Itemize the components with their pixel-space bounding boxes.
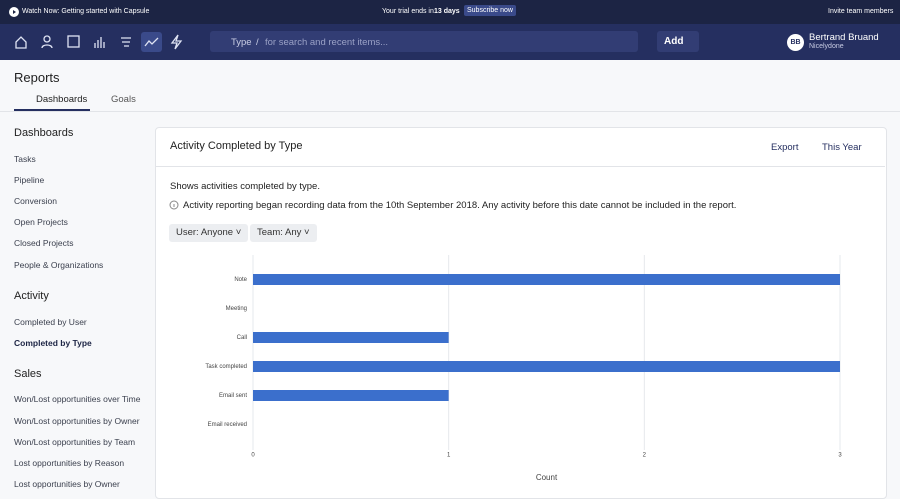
- trial-text: Your trial ends in: [382, 8, 434, 15]
- sidebar-item[interactable]: Conversion: [14, 196, 57, 206]
- invite-link[interactable]: Invite team members: [828, 8, 894, 15]
- user-filter[interactable]: User: Anyone ˅: [169, 224, 249, 242]
- notice: Activity reporting began recording data …: [183, 200, 737, 211]
- filter-label: User:: [176, 227, 199, 238]
- filter-value: Anyone: [200, 227, 234, 238]
- y-tick-label: Call: [237, 335, 247, 341]
- sidebar-item[interactable]: Completed by User: [14, 317, 87, 327]
- tab-divider: [0, 111, 900, 112]
- x-tick-label: 0: [251, 453, 255, 459]
- sidebar-item[interactable]: Lost opportunities by Reason: [14, 458, 125, 468]
- filter-icon[interactable]: [121, 37, 131, 47]
- home-icon[interactable]: [15, 36, 27, 49]
- sidebar-item[interactable]: Won/Lost opportunities over Time: [14, 394, 141, 404]
- page-title: Reports: [14, 70, 60, 85]
- sidebar-item[interactable]: Open Projects: [14, 217, 68, 227]
- report-panel: [155, 127, 887, 499]
- team-filter[interactable]: Team: Any ˅: [250, 224, 317, 242]
- play-icon: [9, 7, 19, 17]
- nav-icons: [15, 32, 183, 52]
- sidebar-item[interactable]: Closed Projects: [14, 238, 74, 248]
- y-tick-label: Meeting: [226, 306, 247, 312]
- search-slash: /: [256, 37, 259, 48]
- filter-value: Any: [285, 227, 302, 238]
- panel-title: Activity Completed by Type: [170, 140, 303, 152]
- sidebar-item[interactable]: Won/Lost opportunities by Owner: [14, 416, 140, 426]
- sidebar-heading: Sales: [14, 368, 42, 380]
- sidebar-heading: Dashboards: [14, 127, 74, 139]
- sidebar-item[interactable]: Pipeline: [14, 175, 45, 185]
- y-tick-label: Email sent: [219, 393, 247, 399]
- filter-label: Team:: [257, 227, 283, 238]
- add-button[interactable]: [657, 31, 699, 52]
- sidebar-item[interactable]: Lost opportunities by Owner: [14, 479, 120, 489]
- bar: [253, 361, 840, 372]
- watch-link[interactable]: Watch Now: Getting started with Capsule: [22, 8, 150, 15]
- x-tick-label: 2: [643, 453, 647, 459]
- avatar[interactable]: BB: [787, 34, 804, 51]
- y-tick-label: Email received: [208, 422, 247, 428]
- company: Nicelydone: [809, 43, 844, 50]
- info-icon: [169, 200, 179, 210]
- bar: [253, 274, 840, 285]
- panel-divider: [156, 166, 885, 167]
- tab[interactable]: Dashboards: [36, 94, 88, 105]
- search-placeholder: for search and recent items...: [265, 37, 389, 48]
- search-box[interactable]: [210, 31, 638, 52]
- bar: [253, 332, 449, 343]
- chart: 0 1 2 3 Count Note Meeting Call Task completed Em…: [205, 255, 842, 482]
- calendar-icon[interactable]: [67, 35, 80, 48]
- sidebar-item[interactable]: Completed by Type: [14, 338, 92, 348]
- sidebar-item[interactable]: Tasks: [14, 154, 36, 164]
- activity-icon[interactable]: [170, 34, 183, 50]
- bar: [253, 390, 449, 401]
- trend-icon[interactable]: [144, 37, 159, 47]
- period-select[interactable]: This Year: [822, 142, 862, 153]
- x-tick-label: 1: [447, 453, 451, 459]
- people-icon[interactable]: [43, 35, 51, 43]
- tab-indicator: [14, 109, 90, 111]
- sidebar-heading: Activity: [14, 290, 49, 302]
- sidebar-item[interactable]: Won/Lost opportunities by Team: [14, 437, 136, 447]
- description: Shows activities completed by type.: [170, 181, 320, 192]
- y-tick-label: Task completed: [205, 364, 247, 370]
- search-type: Type: [231, 37, 252, 48]
- trial-days: 13 days: [434, 8, 460, 15]
- subscribe-button[interactable]: Subscribe now: [464, 5, 516, 16]
- tab[interactable]: Goals: [111, 94, 136, 105]
- user-name[interactable]: Bertrand Bruand: [809, 32, 879, 43]
- sidebar-item[interactable]: People & Organizations: [14, 260, 104, 270]
- reports-icon[interactable]: [94, 37, 105, 48]
- x-axis-label: Count: [536, 473, 558, 482]
- y-tick-label: Note: [234, 277, 247, 283]
- x-tick-label: 3: [838, 453, 842, 459]
- export-button[interactable]: Export: [771, 142, 799, 153]
- add-label: Add: [664, 36, 684, 47]
- banner: [0, 0, 900, 24]
